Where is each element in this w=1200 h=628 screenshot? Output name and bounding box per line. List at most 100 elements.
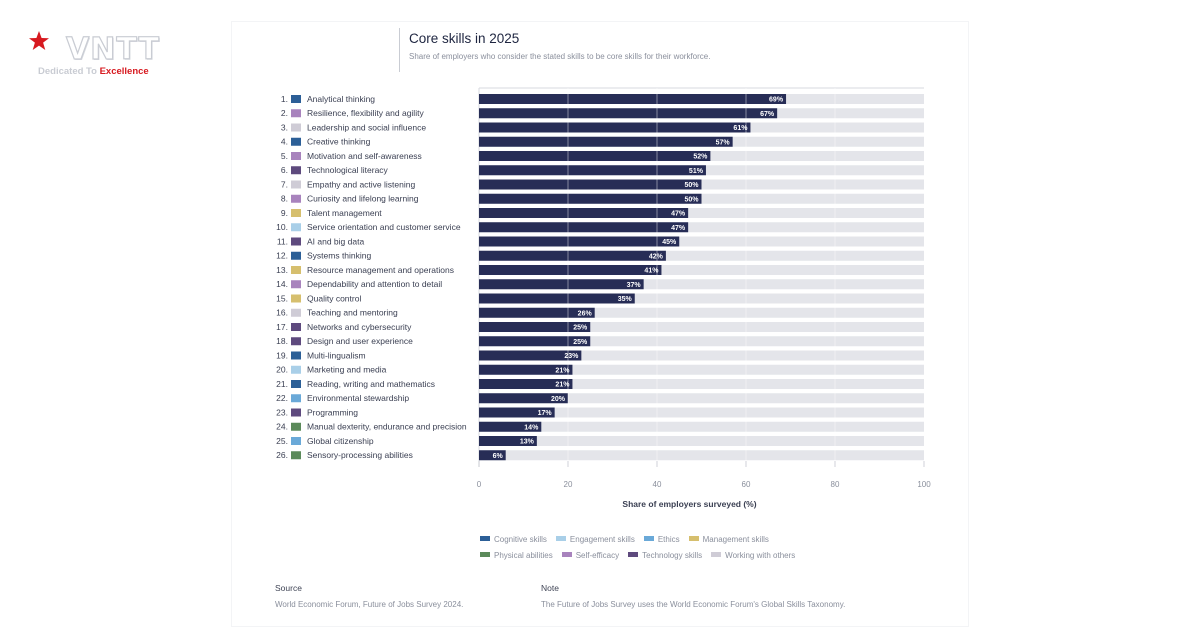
category-swatch <box>291 351 301 360</box>
category-swatch <box>291 408 301 417</box>
category-swatch <box>291 209 301 217</box>
source-text: World Economic Forum, Future of Jobs Sur… <box>275 600 464 609</box>
rank-number: 10. <box>276 222 288 232</box>
bar-10 <box>479 222 689 233</box>
rank-number: 12. <box>276 251 288 261</box>
chart-subtitle: Share of employers who consider the stat… <box>409 52 711 61</box>
legend-label: Ethics <box>657 535 680 544</box>
legend-item: Cognitive skills <box>480 535 547 544</box>
bar-background <box>479 236 924 247</box>
category-swatch <box>291 394 301 403</box>
brand-name: VNTT <box>65 31 160 67</box>
bar-26 <box>479 450 506 461</box>
rank-number: 14. <box>276 279 288 289</box>
x-tick-label: 40 <box>653 480 662 489</box>
bar-background <box>479 307 924 318</box>
bar-8 <box>479 193 702 204</box>
bar-background <box>479 322 924 332</box>
bar-7 <box>479 179 702 190</box>
data-label: 45% <box>662 239 677 246</box>
rank-number: 8. <box>281 194 288 204</box>
bar-19 <box>479 350 582 361</box>
skill-label: Design and user experience <box>307 336 413 346</box>
note-heading: Note <box>541 583 559 593</box>
skill-label: Marketing and media <box>307 365 387 375</box>
data-label: 17% <box>538 410 553 417</box>
category-swatch <box>291 337 301 346</box>
skill-label: Multi-lingualism <box>307 350 366 360</box>
rank-number: 1. <box>281 94 288 104</box>
bar-background <box>479 421 924 432</box>
skill-label: Resource management and operations <box>307 265 454 275</box>
bar-background <box>479 379 924 389</box>
legend-item: Management skills <box>688 535 769 544</box>
bar-background <box>479 222 924 233</box>
star-icon <box>29 31 49 50</box>
chart-header: Core skills in 2025 Share of employers w… <box>399 28 710 72</box>
data-label: 23% <box>564 353 579 360</box>
data-label: 69% <box>769 97 784 104</box>
x-tick-label: 100 <box>917 480 931 489</box>
skill-label: Systems thinking <box>307 251 372 261</box>
bar-5 <box>479 151 711 161</box>
x-tick-label: 60 <box>742 480 751 489</box>
bar-25 <box>479 436 537 446</box>
data-label: 50% <box>684 196 699 203</box>
bar-9 <box>479 208 689 218</box>
category-swatch <box>291 323 301 331</box>
category-swatch <box>291 422 301 431</box>
x-tick-label: 80 <box>831 480 840 489</box>
legend-swatch <box>688 536 699 541</box>
rank-number: 16. <box>276 308 288 318</box>
bar-12 <box>479 250 666 261</box>
rank-number: 2. <box>281 108 288 118</box>
bar-23 <box>479 407 555 418</box>
bar-background <box>479 407 924 418</box>
skill-label: AI and big data <box>307 236 364 246</box>
data-label: 47% <box>671 211 686 218</box>
note-block: Note The Future of Jobs Survey uses the … <box>541 583 845 609</box>
skill-label: Service orientation and customer service <box>307 222 461 232</box>
skill-label: Creative thinking <box>307 137 371 147</box>
bar-background <box>479 250 924 261</box>
category-swatch <box>291 237 301 246</box>
bar-18 <box>479 336 591 347</box>
skill-label: Reading, writing and mathematics <box>307 379 435 389</box>
rank-number: 4. <box>281 137 288 147</box>
source-block: Source World Economic Forum, Future of J… <box>275 583 463 609</box>
legend-item: Physical abilities <box>480 551 553 560</box>
category-swatch <box>291 180 301 189</box>
legend-item: Working with others <box>711 551 795 560</box>
category-swatch <box>291 437 301 445</box>
rank-number: 7. <box>281 179 288 189</box>
data-label: 20% <box>551 396 566 403</box>
data-label: 26% <box>578 310 593 317</box>
rank-number: 23. <box>276 407 288 417</box>
legend-swatch <box>643 536 654 541</box>
rank-number: 6. <box>281 165 288 175</box>
bar-background <box>479 350 924 361</box>
bar-22 <box>479 393 568 404</box>
bar-11 <box>479 236 680 247</box>
legend-item: Technology skills <box>628 551 702 560</box>
legend-label: Cognitive skills <box>494 535 547 544</box>
skill-label: Curiosity and lifelong learning <box>307 194 419 204</box>
data-label: 21% <box>555 367 570 374</box>
rank-number: 24. <box>276 422 288 432</box>
legend-swatch <box>480 552 490 557</box>
category-swatch <box>291 365 301 374</box>
bar-4 <box>479 136 733 147</box>
bar-14 <box>479 279 644 290</box>
legend-swatch <box>561 552 572 557</box>
rank-number: 11. <box>277 236 288 246</box>
rank-number: 22. <box>276 393 288 403</box>
bar-1 <box>479 94 787 104</box>
skill-label: Programming <box>307 407 358 417</box>
skill-label: Technological literacy <box>307 165 389 175</box>
bar-2 <box>479 108 778 119</box>
rank-number: 3. <box>281 122 288 132</box>
legend-swatch <box>711 552 722 557</box>
data-label: 61% <box>733 125 748 132</box>
skill-label: Teaching and mentoring <box>307 308 398 318</box>
legend-label: Physical abilities <box>494 551 553 560</box>
